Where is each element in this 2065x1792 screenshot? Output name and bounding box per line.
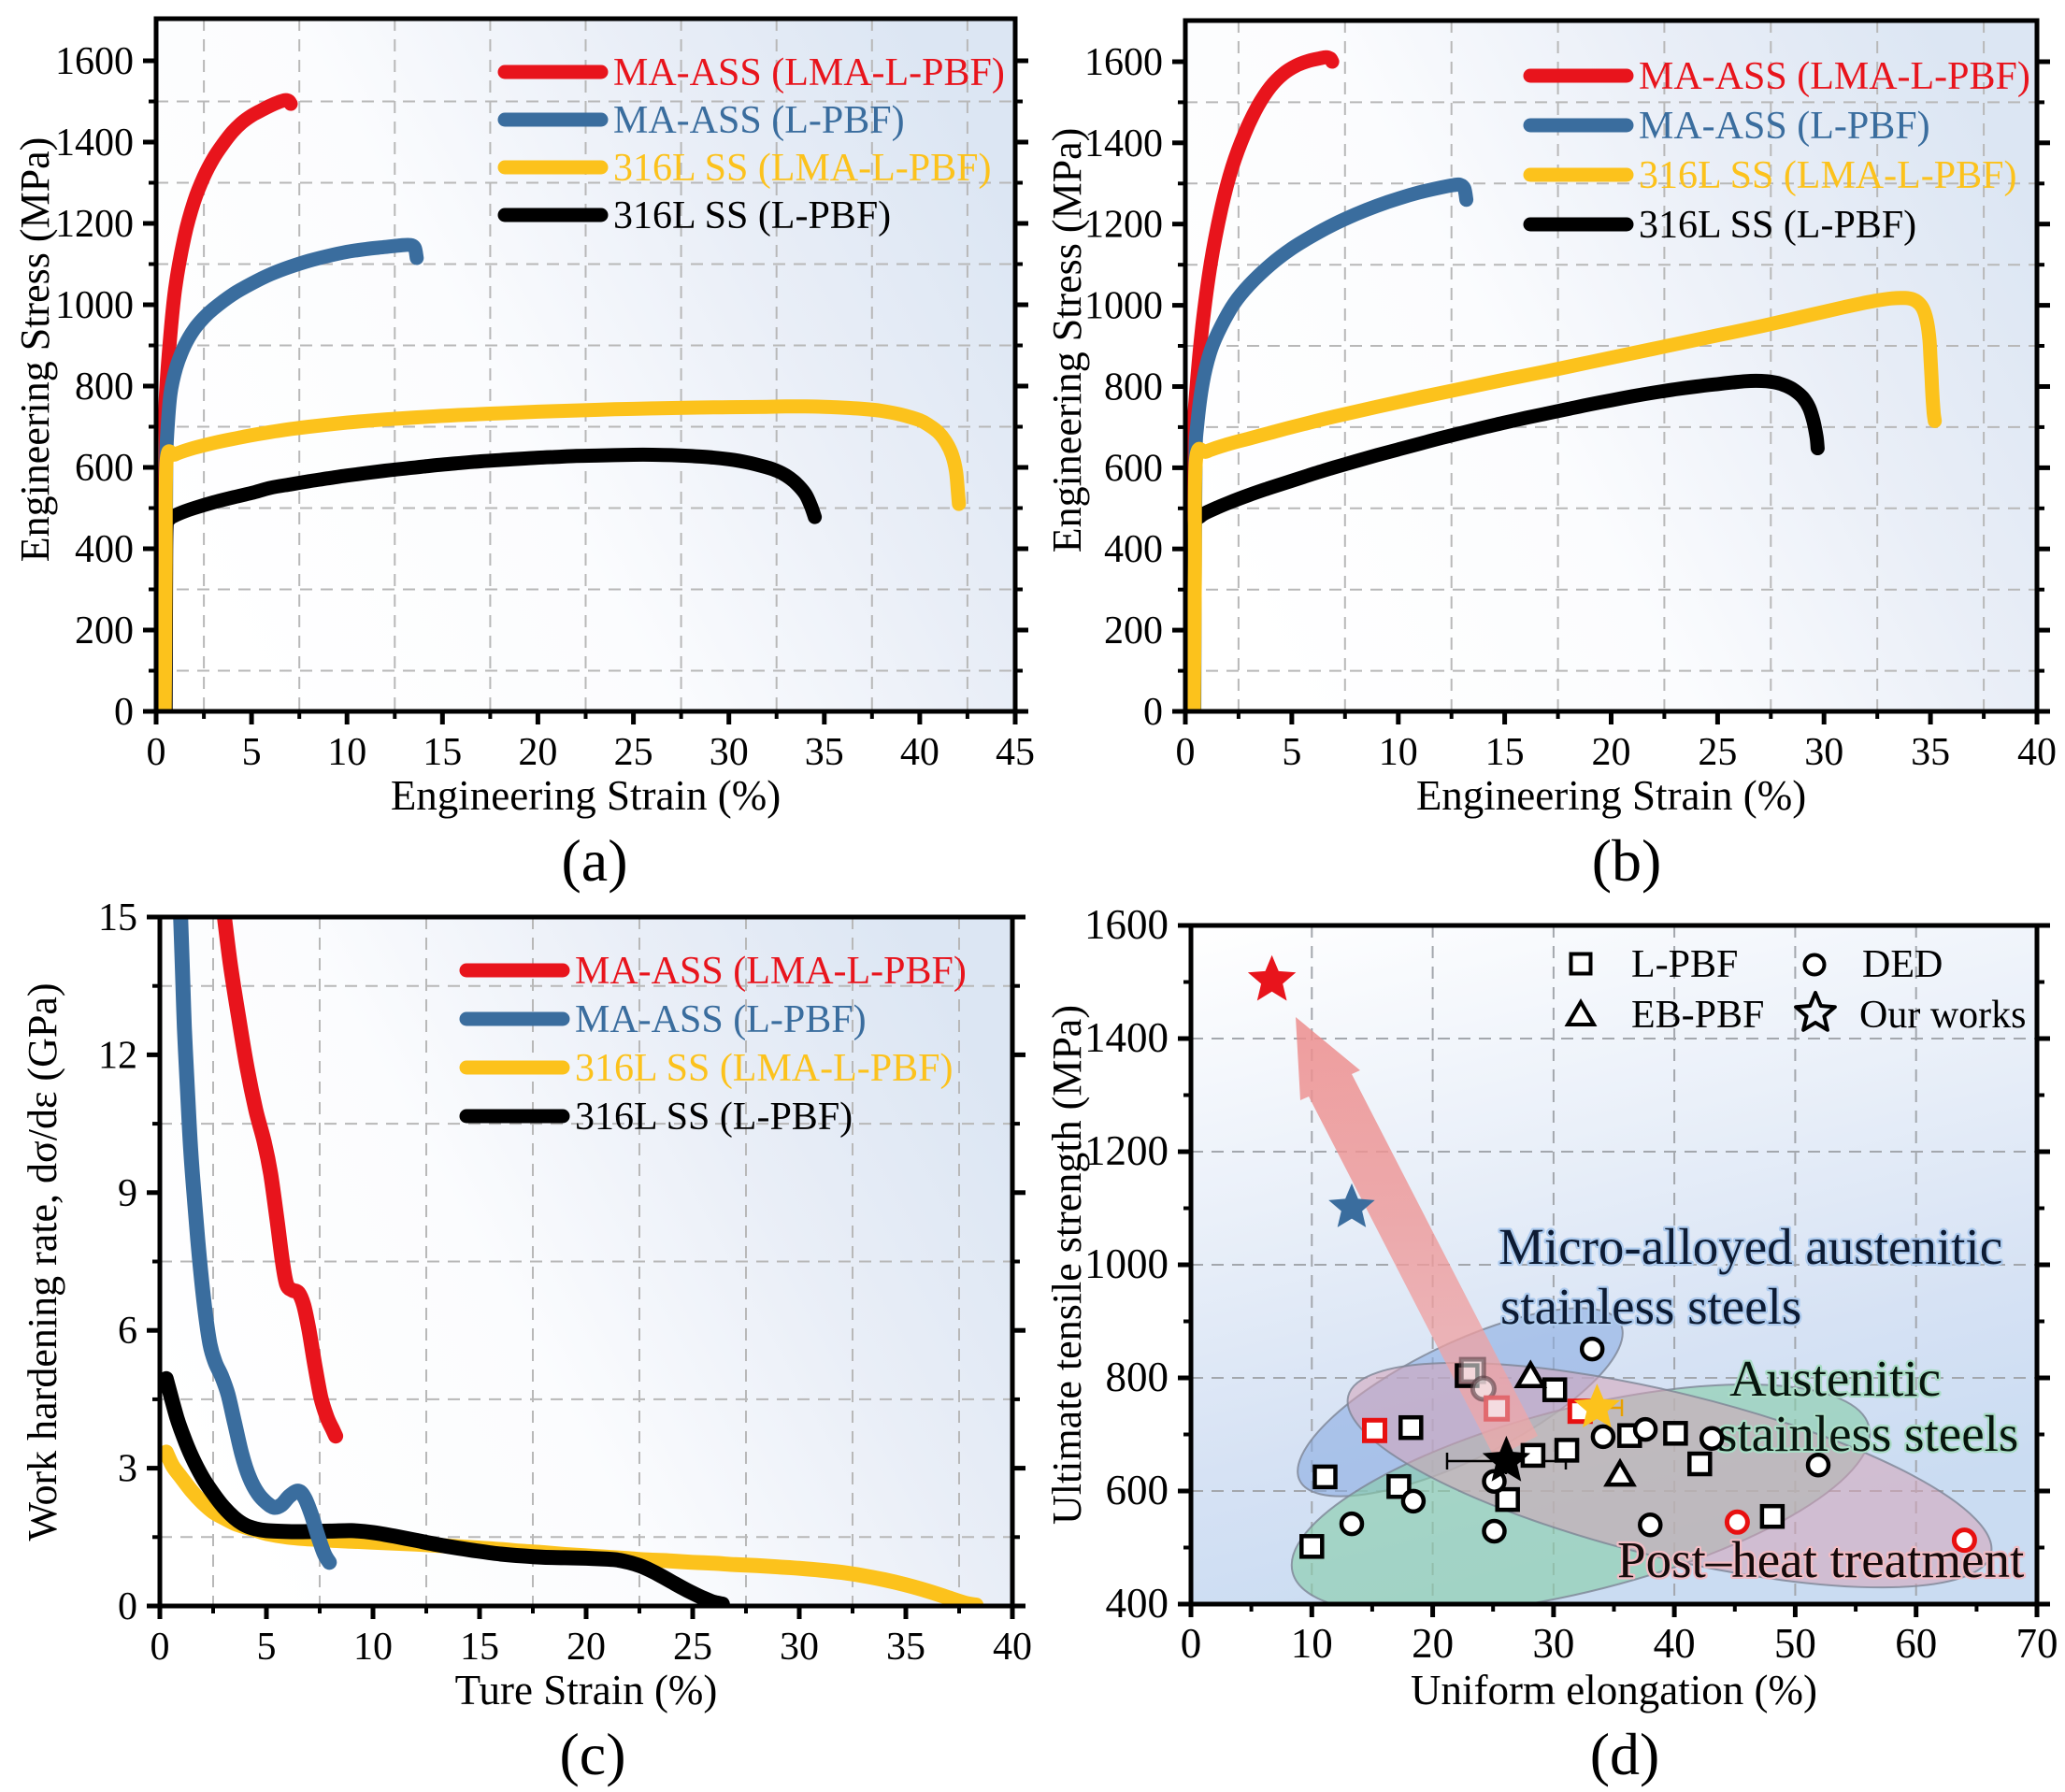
svg-text:200: 200 (1104, 609, 1163, 652)
svg-text:800: 800 (1104, 366, 1163, 409)
svg-text:30: 30 (1532, 1620, 1574, 1667)
svg-text:316L SS (LMA-L-PBF): 316L SS (LMA-L-PBF) (575, 1047, 953, 1090)
svg-text:316L SS (L-PBF): 316L SS (L-PBF) (575, 1096, 853, 1139)
svg-text:1000: 1000 (1084, 285, 1163, 328)
svg-text:1600: 1600 (1084, 901, 1169, 948)
svg-text:1000: 1000 (55, 284, 134, 327)
svg-text:MA-ASS (L-PBF): MA-ASS (L-PBF) (575, 998, 867, 1041)
svg-text:20: 20 (1412, 1620, 1454, 1667)
svg-text:35: 35 (886, 1626, 925, 1669)
svg-text:30: 30 (1804, 731, 1843, 774)
svg-text:5: 5 (257, 1626, 277, 1669)
svg-text:0: 0 (147, 731, 166, 774)
svg-text:MA-ASS (LMA-L-PBF): MA-ASS (LMA-L-PBF) (613, 51, 1005, 94)
svg-text:30: 30 (780, 1626, 819, 1669)
svg-text:(b): (b) (1592, 827, 1662, 894)
svg-text:10: 10 (1379, 731, 1418, 774)
svg-text:Ultimate tensile strength (MPa: Ultimate tensile strength (MPa) (1044, 1005, 1090, 1525)
svg-text:15: 15 (423, 731, 462, 774)
svg-text:Engineering Strain (%): Engineering Strain (%) (391, 772, 781, 819)
svg-text:800: 800 (1106, 1354, 1169, 1400)
svg-text:EB-PBF: EB-PBF (1631, 994, 1764, 1037)
svg-text:Engineering Stress (MPa): Engineering Stress (MPa) (1044, 128, 1090, 553)
svg-text:316L SS (LMA-L-PBF): 316L SS (LMA-L-PBF) (613, 147, 991, 190)
svg-text:Austenitic: Austenitic (1729, 1350, 1941, 1407)
svg-text:600: 600 (1104, 447, 1163, 490)
svg-text:1400: 1400 (55, 122, 134, 165)
svg-text:0: 0 (118, 1585, 137, 1628)
svg-text:400: 400 (1104, 528, 1163, 571)
svg-text:20: 20 (566, 1626, 606, 1669)
svg-text:Our works: Our works (1859, 994, 2026, 1037)
svg-text:Ture Strain (%): Ture Strain (%) (455, 1667, 718, 1713)
svg-text:(c): (c) (559, 1721, 625, 1787)
svg-text:9: 9 (118, 1172, 137, 1215)
svg-text:25: 25 (1698, 731, 1737, 774)
svg-text:Engineering Stress (MPa): Engineering Stress (MPa) (12, 137, 58, 563)
svg-text:stainless steels: stainless steels (1500, 1278, 1801, 1335)
svg-text:1200: 1200 (1084, 1127, 1169, 1174)
svg-text:20: 20 (1592, 731, 1631, 774)
svg-text:15: 15 (1485, 731, 1525, 774)
svg-text:45: 45 (996, 731, 1035, 774)
svg-text:20: 20 (518, 731, 557, 774)
svg-text:(d): (d) (1590, 1721, 1660, 1787)
svg-text:70: 70 (2016, 1620, 2058, 1667)
svg-text:5: 5 (1282, 731, 1301, 774)
svg-text:3: 3 (118, 1448, 137, 1491)
svg-text:stainless steels: stainless steels (1717, 1405, 2018, 1462)
svg-text:800: 800 (75, 366, 134, 409)
svg-text:0: 0 (114, 691, 134, 734)
svg-text:35: 35 (805, 731, 844, 774)
svg-text:316L SS (L-PBF): 316L SS (L-PBF) (613, 194, 891, 237)
svg-text:40: 40 (1654, 1620, 1696, 1667)
svg-text:10: 10 (327, 731, 366, 774)
svg-text:600: 600 (1106, 1467, 1169, 1513)
svg-text:40: 40 (2017, 731, 2057, 774)
svg-text:40: 40 (900, 731, 939, 774)
svg-text:5: 5 (242, 731, 262, 774)
svg-text:400: 400 (1106, 1580, 1169, 1627)
svg-text:Micro-alloyed austenitic: Micro-alloyed austenitic (1499, 1218, 2002, 1275)
svg-text:10: 10 (1291, 1620, 1333, 1667)
svg-text:316L SS (L-PBF): 316L SS (L-PBF) (1639, 204, 1916, 247)
svg-text:0: 0 (1176, 731, 1196, 774)
svg-text:15: 15 (98, 896, 137, 939)
svg-text:15: 15 (460, 1626, 499, 1669)
svg-text:1400: 1400 (1084, 122, 1163, 165)
svg-text:6: 6 (118, 1310, 137, 1353)
svg-text:600: 600 (75, 447, 134, 490)
svg-text:L-PBF: L-PBF (1631, 943, 1738, 986)
svg-text:60: 60 (1895, 1620, 1937, 1667)
svg-text:0: 0 (151, 1626, 170, 1669)
svg-text:1400: 1400 (1084, 1014, 1169, 1061)
svg-text:MA-ASS (L-PBF): MA-ASS (L-PBF) (1639, 105, 1930, 148)
svg-text:MA-ASS (LMA-L-PBF): MA-ASS (LMA-L-PBF) (1639, 55, 2030, 98)
svg-text:0: 0 (1181, 1620, 1202, 1667)
svg-text:25: 25 (614, 731, 653, 774)
svg-text:25: 25 (673, 1626, 712, 1669)
svg-text:1000: 1000 (1084, 1240, 1169, 1287)
svg-text:0: 0 (1143, 691, 1163, 734)
svg-text:1600: 1600 (1084, 41, 1163, 84)
svg-text:316L SS (LMA-L-PBF): 316L SS (LMA-L-PBF) (1639, 154, 2016, 197)
svg-text:Uniform elongation (%): Uniform elongation (%) (1411, 1667, 1817, 1713)
svg-text:35: 35 (1911, 731, 1950, 774)
svg-text:30: 30 (710, 731, 749, 774)
svg-text:1200: 1200 (1084, 204, 1163, 247)
svg-text:MA-ASS (L-PBF): MA-ASS (L-PBF) (613, 99, 905, 142)
svg-text:MA-ASS (LMA-L-PBF): MA-ASS (LMA-L-PBF) (575, 950, 967, 993)
svg-text:Engineering Strain (%): Engineering Strain (%) (1416, 772, 1806, 819)
svg-text:10: 10 (353, 1626, 393, 1669)
svg-text:12: 12 (98, 1034, 137, 1077)
svg-text:Work hardening rate, dσ/dε (GP: Work hardening rate, dσ/dε (GPa) (20, 982, 65, 1541)
svg-text:200: 200 (75, 609, 134, 652)
svg-text:1600: 1600 (55, 40, 134, 83)
svg-text:40: 40 (993, 1626, 1032, 1669)
svg-text:50: 50 (1774, 1620, 1816, 1667)
svg-text:(a): (a) (561, 827, 627, 894)
svg-text:DED: DED (1862, 943, 1943, 986)
svg-text:1200: 1200 (55, 203, 134, 246)
svg-text:400: 400 (75, 528, 134, 571)
